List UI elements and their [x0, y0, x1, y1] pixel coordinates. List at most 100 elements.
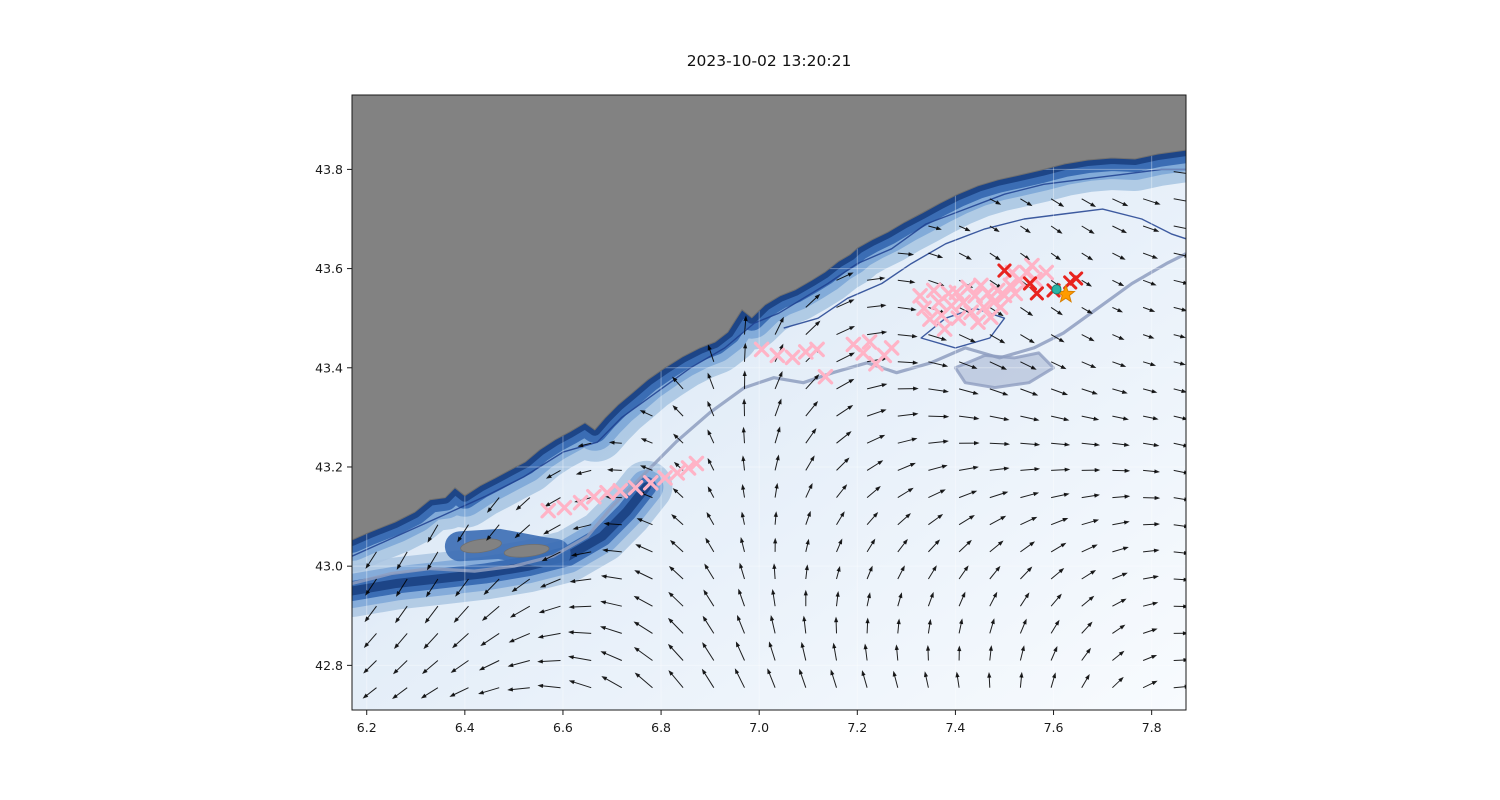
quiver-arrow [867, 303, 887, 308]
quiver-arrow [836, 404, 854, 417]
quiver-arrow [989, 252, 1001, 261]
quiver-arrow [1112, 334, 1125, 340]
quiver-arrow [673, 433, 684, 444]
quiver-arrow [420, 687, 439, 699]
quiver-arrow [866, 512, 879, 526]
quiver-arrow [738, 588, 745, 607]
x-tick-label: 7.4 [945, 720, 965, 735]
quiver-arrow [507, 687, 530, 692]
quiver-arrow [989, 441, 1010, 447]
plot-title: 2023-10-02 13:20:21 [686, 52, 852, 70]
quiver-arrow [449, 687, 469, 697]
quiver-arrow [538, 605, 561, 614]
quiver-arrow [1112, 279, 1125, 287]
quiver-arrow [706, 511, 715, 525]
quiver-arrow [1081, 595, 1095, 607]
quiver-arrow [928, 361, 949, 368]
quiver-arrow [707, 372, 715, 390]
quiver-arrow [958, 591, 966, 607]
quiver-arrow [741, 484, 746, 498]
pink-x-marker [916, 300, 932, 317]
quiver-arrow [989, 618, 995, 634]
quiver-arrow [989, 565, 1001, 580]
quiver-arrow [742, 370, 747, 389]
quiver-arrow [363, 660, 377, 674]
quiver-arrow [866, 485, 881, 498]
pink-x-marker [1002, 277, 1019, 294]
quiver-arrow [1173, 469, 1186, 475]
red-x-marker [1069, 271, 1084, 286]
quiver-arrow [569, 578, 592, 584]
pink-x-marker [970, 314, 986, 330]
quiver-arrow [705, 537, 715, 553]
quiver-arrow [633, 621, 653, 634]
quiver-arrow [1142, 279, 1157, 286]
quiver-arrow [928, 489, 946, 499]
plot-border [351, 94, 1187, 711]
quiver-arrow [1173, 657, 1186, 663]
quiver-arrow [393, 633, 408, 650]
pink-x-marker [669, 465, 686, 481]
pink-x-marker [950, 310, 967, 326]
quiver-arrow [800, 641, 807, 661]
quiver-arrow [1112, 306, 1123, 313]
x-tick-label: 7.8 [1142, 720, 1162, 735]
quiver-arrow [452, 633, 469, 649]
quiver-arrow [897, 538, 908, 553]
quiver-arrow [805, 482, 813, 498]
quiver-arrow [639, 410, 653, 417]
pink-x-marker [784, 349, 801, 366]
quiver-arrow [668, 565, 684, 580]
quiver-arrow [514, 524, 531, 539]
quiver-arrow [511, 578, 531, 593]
quiver-arrow [1081, 388, 1098, 395]
quiver-arrow [866, 460, 884, 471]
quiver-arrow [1173, 524, 1186, 529]
quiver-arrow [707, 344, 715, 362]
quiver-arrow [1081, 468, 1101, 473]
pink-x-marker [572, 494, 589, 511]
quiver-arrow [1142, 334, 1155, 339]
quiver-arrow [1143, 575, 1159, 580]
quiver-arrow [671, 514, 684, 526]
quiver-arrow [545, 469, 561, 479]
depth-contour-slate-offshore [352, 252, 1186, 586]
quiver-arrow [1081, 334, 1095, 342]
quiver-arrow [426, 578, 439, 598]
quiver-arrow [928, 464, 948, 471]
quiver-arrow [672, 405, 684, 417]
quiver-arrow [989, 225, 1000, 232]
quiver-arrow [989, 198, 1002, 205]
teal-dot-marker [1051, 284, 1062, 295]
quiver-arrow [958, 252, 972, 260]
quiver-arrow [1020, 225, 1031, 234]
quiver-arrow [959, 441, 980, 446]
quiver-arrow [1019, 645, 1025, 661]
quiver-arrow [568, 604, 592, 610]
quiver-arrow [1112, 494, 1131, 499]
red-x-marker [1029, 286, 1044, 301]
quiver-arrow [1142, 680, 1158, 689]
quiver-arrow [741, 455, 746, 471]
quiver-arrow [607, 467, 622, 473]
island [503, 544, 550, 558]
map-layers [352, 95, 1186, 710]
quiver-arrow [1112, 676, 1124, 689]
quiver-arrow [608, 440, 622, 445]
quiver-arrow [927, 591, 934, 607]
quiver-arrow [1112, 361, 1127, 367]
quiver-arrow [1019, 671, 1024, 688]
quiver-arrow [805, 374, 820, 390]
quiver-arrow [741, 426, 746, 444]
quiver-arrow [836, 484, 848, 498]
quiver-arrow [928, 439, 949, 444]
quiver-arrow [836, 538, 843, 553]
depth-contour-navy-offshore [783, 208, 1186, 329]
quiver-arrow [897, 565, 905, 580]
quiver-arrow [1081, 361, 1097, 369]
quiver-arrow [955, 671, 960, 688]
quiver-arrow [1050, 542, 1067, 553]
quiver-arrow [600, 574, 622, 580]
quiver-arrow [396, 551, 408, 570]
quiver-arrow [834, 616, 839, 634]
